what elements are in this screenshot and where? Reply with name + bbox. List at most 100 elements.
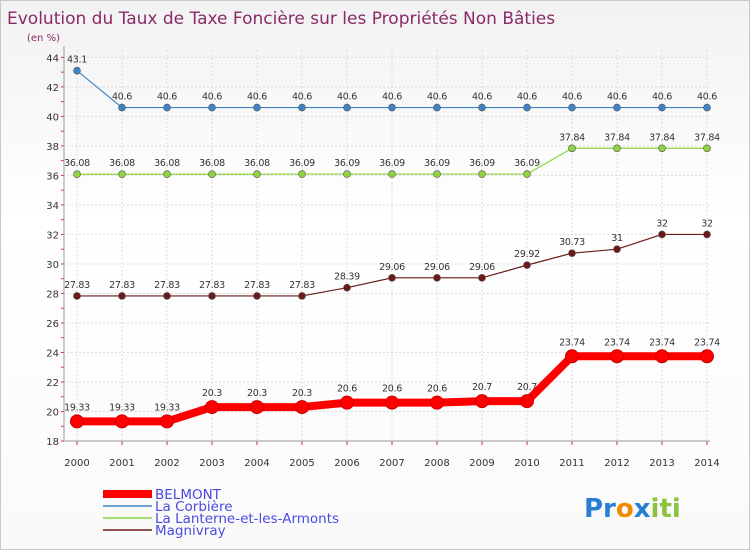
data-point [253, 103, 261, 112]
x-tick-label: 2014 [694, 458, 719, 469]
series-la-corbi-re: 43.1 40.6 40.6 40.6 40.6 40.6 40.6 40.6 40.6 40.6… [67, 55, 718, 112]
grid [67, 50, 710, 445]
data-point [703, 144, 711, 153]
data-point [208, 170, 216, 179]
data-point [73, 292, 81, 300]
series-magnivray: 27.83 27.83 27.83 27.83 27.83 27.83 28.39 29.06… [64, 218, 713, 300]
data-label: 37.84 [649, 132, 675, 143]
data-label: 40.6 [427, 92, 447, 103]
axes: 18 20 22 24 26 28 30 32 34 36 38 40 42 44 2000 2001 2002… [46, 46, 720, 469]
data-label: 40.6 [247, 92, 267, 103]
x-tick-label: 2008 [424, 458, 449, 469]
y-tick-label: 44 [46, 53, 59, 64]
data-point [343, 283, 351, 292]
data-label: 27.83 [244, 280, 270, 291]
data-point [655, 349, 669, 364]
data-point [208, 292, 216, 300]
data-label: 36.09 [469, 158, 495, 169]
legend-label: Magnivray [155, 523, 226, 539]
data-label: 36.08 [244, 158, 270, 169]
data-point [703, 230, 711, 239]
legend-item: Magnivray [103, 523, 226, 539]
data-label: 20.7 [517, 382, 537, 393]
y-tick-label: 26 [46, 319, 59, 330]
data-label: 40.6 [202, 92, 222, 103]
data-label: 20.3 [202, 388, 222, 399]
data-point [613, 245, 621, 253]
data-point [253, 170, 261, 179]
data-label: 20.6 [382, 384, 402, 395]
data-point [433, 274, 441, 282]
data-point [298, 103, 306, 112]
legend-item: La Lanterne-et-les-Armonts [103, 511, 339, 527]
data-point [163, 103, 171, 112]
data-label: 20.3 [292, 388, 312, 399]
data-label: 36.09 [289, 158, 315, 169]
data-label: 29.92 [514, 249, 540, 260]
data-label: 40.6 [472, 92, 492, 103]
data-point [658, 230, 666, 239]
data-point [478, 170, 486, 178]
data-label: 37.84 [559, 132, 585, 143]
data-point [433, 103, 441, 112]
brand-logo-part: iti [651, 494, 681, 524]
data-label: 37.84 [604, 132, 630, 143]
data-point [475, 394, 489, 409]
y-tick-label: 34 [46, 201, 59, 212]
y-tick-label: 36 [46, 171, 59, 182]
x-tick-label: 2002 [154, 458, 179, 469]
data-point [163, 292, 171, 300]
data-label: 29.06 [379, 262, 405, 273]
data-label: 29.06 [469, 262, 495, 273]
x-tick-label: 2009 [469, 458, 494, 469]
data-point [343, 170, 351, 178]
data-label: 29.06 [424, 262, 450, 273]
brand-logo-part: o [616, 494, 634, 524]
data-point [430, 395, 444, 410]
legend-item: BELMONT [103, 487, 222, 503]
data-point [520, 394, 534, 409]
data-point [568, 144, 576, 153]
data-point [388, 274, 396, 282]
data-label: 40.6 [157, 92, 177, 103]
data-label: 28.39 [334, 272, 360, 283]
data-point [340, 395, 354, 410]
data-point [385, 395, 399, 410]
data-label: 20.6 [427, 384, 447, 395]
data-label: 36.08 [199, 158, 225, 169]
series-belmont: 19.33 19.33 19.33 20.3 20.3 20.3 20.6 20.6 20.6 2… [64, 337, 720, 429]
data-point [523, 170, 531, 178]
data-label: 19.33 [154, 402, 180, 413]
brand-logo-part: x [634, 494, 651, 524]
x-tick-label: 2013 [649, 458, 674, 469]
data-point [208, 103, 216, 112]
y-tick-label: 22 [46, 378, 59, 389]
data-point [118, 103, 126, 112]
data-label: 27.83 [154, 280, 180, 291]
data-point [433, 170, 441, 178]
series-group: 43.1 40.6 40.6 40.6 40.6 40.6 40.6 40.6 40.6 40.6… [64, 55, 720, 429]
y-tick-label: 20 [46, 407, 59, 418]
series-la-lanterne-et-les-armonts: 36.08 36.08 36.08 36.08 36.08 36.09 36.09 36.09… [64, 132, 720, 179]
data-label: 36.08 [154, 158, 180, 169]
data-label: 40.6 [517, 92, 537, 103]
legend-label: La Lanterne-et-les-Armonts [155, 511, 339, 527]
x-tick-label: 2010 [514, 458, 539, 469]
y-tick-label: 42 [46, 83, 59, 94]
data-label: 27.83 [199, 280, 225, 291]
data-label: 23.74 [604, 337, 630, 348]
x-tick-label: 2007 [379, 458, 404, 469]
data-label: 40.6 [607, 92, 627, 103]
data-point [658, 103, 666, 112]
data-label: 19.33 [64, 402, 90, 413]
y-tick-label: 28 [46, 289, 59, 300]
data-point [388, 103, 396, 112]
data-point [703, 103, 711, 112]
y-axis-label: (en %) [27, 33, 60, 44]
x-tick-label: 2001 [109, 458, 134, 469]
data-label: 40.6 [697, 92, 717, 103]
data-label: 37.84 [694, 132, 720, 143]
